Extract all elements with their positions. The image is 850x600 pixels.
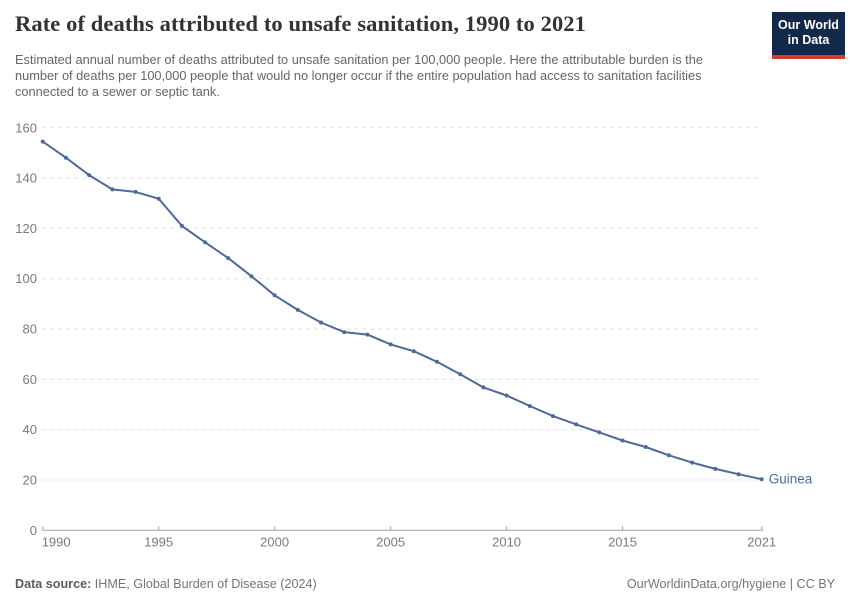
y-axis-tick-label: 60 bbox=[23, 372, 37, 387]
data-point-2003 bbox=[342, 330, 347, 335]
owid-logo-line2: in Data bbox=[787, 33, 830, 47]
data-point-2020 bbox=[736, 472, 741, 477]
data-source: Data source: IHME, Global Burden of Dise… bbox=[15, 577, 317, 591]
data-point-1994 bbox=[133, 189, 138, 194]
data-point-2000 bbox=[272, 293, 277, 298]
x-axis-tick-label: 2005 bbox=[376, 534, 405, 549]
chart-footer: Data source: IHME, Global Burden of Dise… bbox=[15, 577, 835, 591]
y-axis-tick-label: 120 bbox=[15, 221, 37, 236]
y-axis-tick-label: 100 bbox=[15, 271, 37, 286]
data-point-2021 bbox=[759, 477, 764, 482]
data-point-1990 bbox=[40, 139, 45, 144]
owid-logo-line1: Our World bbox=[778, 18, 839, 32]
data-point-2011 bbox=[527, 404, 532, 408]
chart-subtitle: Estimated annual number of deaths attrib… bbox=[15, 52, 703, 100]
y-axis-tick-label: 80 bbox=[23, 322, 37, 337]
series-line-guinea bbox=[41, 140, 763, 481]
owid-logo: Our World in Data bbox=[772, 12, 845, 59]
data-source-label: Data source: bbox=[15, 577, 92, 591]
data-point-2008 bbox=[458, 372, 463, 377]
x-axis-tick-label: 1990 bbox=[42, 534, 71, 549]
y-axis-tick-label: 160 bbox=[15, 120, 37, 135]
data-point-2007 bbox=[435, 359, 439, 364]
data-point-2001 bbox=[295, 307, 300, 312]
y-axis-tick-label: 40 bbox=[23, 422, 37, 437]
data-point-2006 bbox=[411, 349, 416, 354]
data-point-2014 bbox=[597, 430, 602, 435]
footer-link[interactable]: OurWorldinData.org/hygiene | CC BY bbox=[626, 577, 835, 591]
page-title: Rate of deaths attributed to unsafe sani… bbox=[15, 11, 586, 36]
data-point-2005 bbox=[388, 342, 393, 347]
data-point-1993 bbox=[110, 187, 115, 192]
data-point-2013 bbox=[574, 422, 579, 427]
data-point-1992 bbox=[87, 173, 92, 178]
y-axis-tick-label: 0 bbox=[30, 523, 37, 538]
x-axis-tick-label: 2015 bbox=[608, 534, 637, 549]
x-axis-tick-label: 1995 bbox=[144, 534, 173, 549]
data-point-1998 bbox=[226, 256, 231, 261]
data-point-2010 bbox=[504, 393, 509, 398]
data-point-1991 bbox=[63, 155, 68, 160]
x-axis-tick-label: 2010 bbox=[492, 534, 521, 549]
data-point-1999 bbox=[249, 274, 254, 279]
data-point-2012 bbox=[551, 414, 555, 419]
line-chart: 0 20 40 60 80 100 120 140 160 1990 1995 2000 2005 201… bbox=[15, 120, 813, 549]
y-axis-tick-label: 20 bbox=[23, 472, 37, 487]
data-point-2015 bbox=[620, 438, 625, 443]
data-point-2002 bbox=[319, 320, 323, 325]
x-axis-tick-label: 2021 bbox=[747, 534, 776, 549]
data-point-2016 bbox=[643, 445, 648, 449]
data-point-2009 bbox=[481, 385, 486, 390]
series-label-guinea: Guinea bbox=[769, 472, 813, 487]
data-point-1995 bbox=[156, 196, 161, 201]
x-axis-tick-label: 2000 bbox=[260, 534, 289, 549]
data-point-1996 bbox=[179, 223, 184, 228]
data-point-2019 bbox=[713, 466, 718, 471]
data-point-2004 bbox=[365, 332, 370, 337]
data-point-2017 bbox=[666, 453, 671, 458]
data-source-text: IHME, Global Burden of Disease (2024) bbox=[94, 577, 317, 591]
data-point-1997 bbox=[203, 240, 208, 245]
data-point-2018 bbox=[690, 460, 695, 465]
y-axis-tick-label: 140 bbox=[15, 171, 37, 186]
